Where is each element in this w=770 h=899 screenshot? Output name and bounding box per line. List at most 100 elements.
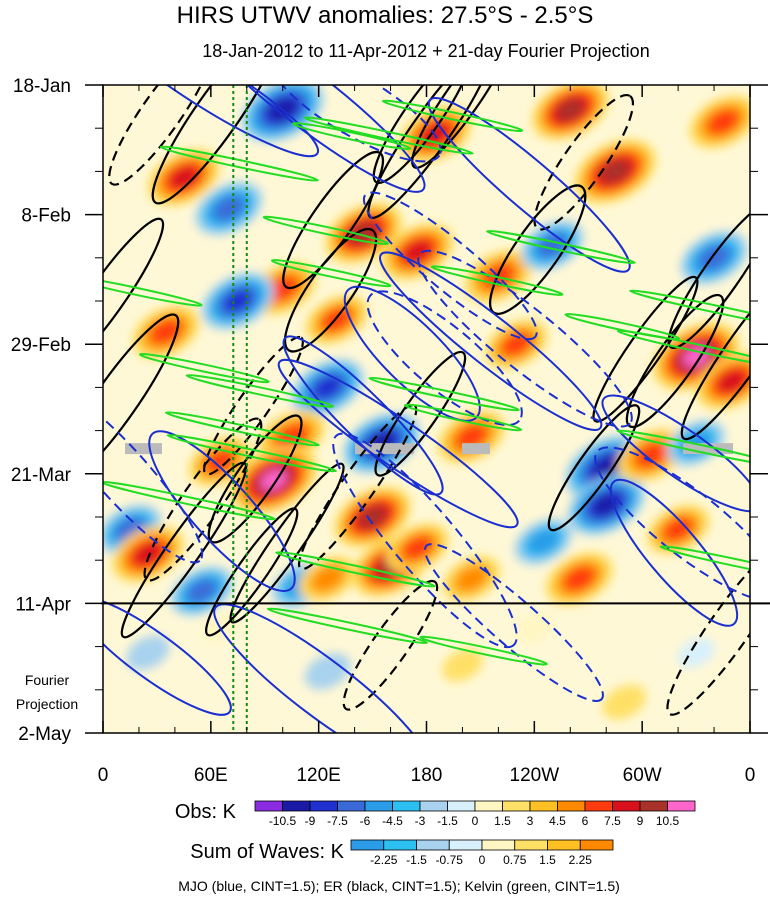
colorbar-level-label: 9 <box>637 814 644 828</box>
kelvin-contour <box>381 99 524 133</box>
mjo-contour <box>277 358 519 529</box>
colorbar-swatch <box>419 800 448 812</box>
mjo-contour <box>282 335 444 496</box>
x-tick-label: 0 <box>745 765 756 786</box>
chart-subtitle: 18-Jan-2012 to 11-Apr-2012 + 21-day Four… <box>202 41 649 61</box>
x-tick-label: 60W <box>623 765 662 786</box>
anomaly-blob <box>133 542 162 566</box>
axes: 0 60E 120E 180 120W 60W 0 18-Jan 8-Feb 29-Feb 21-M… <box>11 76 768 786</box>
plot-area <box>101 84 770 734</box>
kelvin-contour <box>103 275 203 307</box>
mjo-contour <box>187 85 426 193</box>
mjo-contour <box>148 430 296 592</box>
colorbar-level-label: -10.5 <box>269 814 297 828</box>
anomaly-blob <box>502 332 531 356</box>
colorbar-level-label: -6 <box>360 814 371 828</box>
anomaly-blob <box>205 450 235 473</box>
contour-legend: MJO (blue, CINT=1.5); ER (black, CINT=1.… <box>178 878 620 894</box>
anomaly-blob <box>557 99 584 121</box>
mjo-contour <box>427 97 631 273</box>
kelvin-contour <box>138 352 270 384</box>
kelvin-contour <box>270 259 392 288</box>
colorbar-swatch <box>502 800 531 812</box>
er-contour <box>372 85 473 184</box>
y-tick-label: 21-Mar <box>11 465 72 486</box>
anomaly-blob <box>359 506 386 528</box>
wave-contours <box>103 85 750 733</box>
kelvin-contour <box>266 607 429 645</box>
anomaly-blob <box>312 566 344 592</box>
anomaly-blob <box>636 443 667 468</box>
anomaly-blob <box>441 648 483 682</box>
mjo-contour <box>103 85 320 158</box>
colorbar-swatch <box>514 839 548 851</box>
y-tick-label: 11-Apr <box>15 594 71 615</box>
er-contour <box>120 461 248 639</box>
y-tick-label: 18-Jan <box>13 76 71 97</box>
mjo-contour <box>423 543 604 702</box>
colorbar-level-label: -7.5 <box>327 814 348 828</box>
colorbar-swatch <box>350 839 385 851</box>
kelvin-contour <box>430 265 564 296</box>
er-contour <box>229 462 345 624</box>
er-contour <box>680 264 750 441</box>
kelvin-contour <box>291 122 412 150</box>
er-contour <box>666 541 750 716</box>
colorbar-swatch <box>612 800 641 812</box>
colorbar-level-label: -4.5 <box>382 814 403 828</box>
colorbar-swatch <box>282 800 311 812</box>
x-tick-label: 120E <box>296 765 340 786</box>
colorbar-swatch <box>416 839 450 851</box>
anomaly-blob <box>456 424 487 449</box>
waves-colorbar: -2.25 -1.5 -0.75 0 0.75 1.5 2.25 <box>350 839 614 867</box>
kelvin-contour <box>629 289 750 329</box>
colorbar-swatch <box>383 839 417 851</box>
kelvin-contour <box>166 433 337 473</box>
colorbar-level-label: 1.5 <box>539 853 556 867</box>
projection-label-line1: Fourier <box>25 672 70 688</box>
colorbar-level-label: 0 <box>472 814 479 828</box>
colorbar-swatch <box>557 800 586 812</box>
anomaly-blob <box>126 635 170 671</box>
colorbar-swatch <box>547 839 581 851</box>
colorbar-swatch <box>667 800 696 812</box>
missing-data-band <box>125 443 162 455</box>
y-tick-label: 2-May <box>18 724 71 745</box>
anomaly-blob <box>601 160 629 183</box>
anomaly-blob <box>267 276 298 301</box>
kelvin-contour <box>368 376 520 412</box>
colorbar-level-label: 6 <box>582 814 589 828</box>
kelvin-contour <box>275 551 436 588</box>
mjo-contour <box>417 249 633 428</box>
colorbar-level-label: 0.75 <box>503 853 527 867</box>
kelvin-contour <box>616 429 750 467</box>
anomaly-blob <box>223 289 252 313</box>
colorbar-level-label: -9 <box>305 814 316 828</box>
colorbar-swatch <box>337 800 366 812</box>
anomaly-blob <box>455 566 488 592</box>
anomaly-blob <box>304 653 351 690</box>
kelvin-contour <box>419 635 548 666</box>
colorbar-level-label: 7.5 <box>604 814 621 828</box>
kelvin-contour <box>262 215 390 246</box>
anomaly-blob <box>663 518 693 541</box>
er-contour <box>108 85 215 186</box>
colorbar-level-label: 10.5 <box>656 814 680 828</box>
projection-label-line2: Projection <box>16 696 78 712</box>
colorbar-swatch <box>447 800 476 812</box>
er-contour <box>203 335 304 476</box>
missing-data-band <box>683 443 733 455</box>
wave-colorbar-label: Sum of Waves: K <box>190 841 344 863</box>
mjo-contour <box>362 191 538 341</box>
anomaly-blob <box>602 684 646 720</box>
colorbar-level-label: -3 <box>415 814 426 828</box>
kelvin-contour <box>616 329 750 368</box>
obs-colorbar-label: Obs: K <box>175 801 237 823</box>
obs-colorbar: -10.5 -9 -7.5 -6 -4.5 -3 -1.5 0 1.5 3 4.5 6 7.5 9 10.5 <box>254 800 696 828</box>
colorbar-level-label: -1.5 <box>437 814 458 828</box>
er-contour <box>103 313 180 487</box>
mjo-contour <box>366 290 523 426</box>
er-contour <box>592 275 699 423</box>
colorbar-level-label: 1.5 <box>494 814 511 828</box>
